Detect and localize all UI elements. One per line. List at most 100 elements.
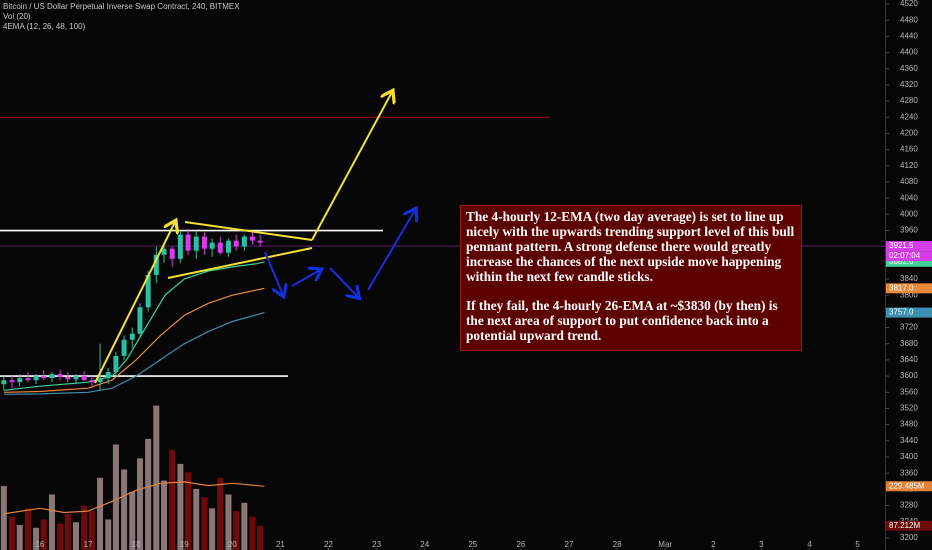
candle-body	[241, 236, 247, 247]
volume-bar	[0, 486, 7, 550]
volume-bar	[257, 525, 264, 550]
candle-body	[129, 333, 135, 340]
volume-bar	[169, 450, 176, 550]
x-tick-label: 22	[324, 540, 333, 549]
candle-body	[89, 380, 95, 383]
candle-body	[201, 236, 207, 249]
candle-body	[81, 376, 87, 381]
y-tick-label: 3360	[900, 468, 918, 477]
volume-bar	[129, 491, 136, 550]
volume-bar	[97, 477, 104, 550]
volume-bar	[177, 463, 184, 550]
volume-bar	[112, 444, 119, 550]
y-tick-label: 3400	[900, 452, 918, 461]
x-tick-label: 26	[516, 540, 525, 549]
y-tick-label: 4280	[900, 96, 918, 105]
blue-arrow	[329, 267, 358, 297]
y-tick-label: 4400	[900, 48, 918, 57]
price-tag-label: 3757.0	[889, 308, 914, 317]
candle-body	[73, 376, 79, 380]
price-tag	[886, 283, 932, 294]
volume-bar	[136, 458, 143, 550]
y-tick-label: 4480	[900, 15, 918, 24]
volume-bar	[201, 497, 208, 550]
y-tick-label: 3560	[900, 387, 918, 396]
volume-ma	[3, 481, 265, 515]
annotation-box: The 4-hourly 12-EMA (two day average) is…	[460, 205, 802, 351]
candle-body	[97, 378, 103, 383]
volume-bar	[185, 472, 192, 550]
candle-body	[169, 248, 175, 259]
volume-bar	[241, 502, 248, 550]
candle-body	[185, 234, 191, 251]
volume-tag-label: 87.212M	[889, 521, 920, 530]
volume-tag	[886, 481, 932, 492]
y-tick-label: 4040	[900, 193, 918, 202]
y-tick-label: 4520	[900, 0, 918, 8]
yellow-arrow	[94, 222, 175, 384]
indicator-label: Vol (20)	[3, 12, 31, 21]
x-tick-label: 5	[855, 540, 860, 549]
countdown-label: 02:07:04	[889, 251, 921, 260]
volume-bar	[64, 513, 71, 550]
yellow-arrow	[311, 92, 392, 241]
candle-body	[217, 242, 223, 253]
indicator-label: 4EMA (12, 26, 48, 100)	[3, 22, 86, 31]
x-tick-label: Mar	[658, 540, 672, 549]
x-tick-label: 17	[84, 540, 93, 549]
x-tick-label: 28	[613, 540, 622, 549]
x-tick-label: 21	[276, 540, 285, 549]
price-tag	[886, 307, 932, 318]
volume-bar	[88, 511, 95, 550]
ema-line	[3, 312, 265, 395]
candle-body	[41, 376, 47, 379]
volume-bar	[225, 494, 232, 550]
volume-bar	[105, 519, 112, 550]
volume-bar	[249, 516, 256, 550]
volume-bar	[209, 508, 216, 550]
candle-body	[105, 372, 111, 379]
drawings	[94, 92, 415, 384]
price-tag-label: 3882.6	[889, 257, 914, 266]
x-tick-label: 19	[180, 540, 189, 549]
volume-bar	[40, 519, 47, 550]
y-tick-label: 4360	[900, 64, 918, 73]
y-tick-label: 3840	[900, 274, 918, 283]
y-tick-label: 4200	[900, 129, 918, 138]
y-tick-label: 4160	[900, 145, 918, 154]
price-tag	[886, 241, 932, 252]
ema-line	[3, 287, 265, 393]
candle-body	[17, 378, 23, 383]
y-tick-label: 3440	[900, 436, 918, 445]
volume-tag-label: 229.485M	[889, 481, 925, 490]
candle-body	[161, 248, 167, 255]
price-tag	[886, 256, 932, 267]
volume-bar	[16, 525, 23, 550]
volume-bar	[33, 527, 40, 550]
y-tick-label: 3720	[900, 323, 918, 332]
y-tick-label: 4440	[900, 32, 918, 41]
candle-body	[57, 374, 63, 377]
candle-body	[65, 376, 71, 380]
y-tick-label: 4080	[900, 177, 918, 186]
candle-body	[137, 307, 143, 334]
candle-body	[49, 374, 55, 379]
x-tick-label: 24	[420, 540, 429, 549]
y-tick-label: 3280	[900, 501, 918, 510]
y-tick-label: 3520	[900, 404, 918, 413]
pennant-upper	[184, 221, 313, 241]
y-tick-label: 3480	[900, 420, 918, 429]
volume-bar	[153, 405, 160, 550]
y-tick-label: 4000	[900, 209, 918, 218]
y-tick-label: 3640	[900, 355, 918, 364]
x-tick-label: 20	[228, 540, 237, 549]
candle-body	[153, 254, 159, 275]
x-tick-label: 4	[807, 540, 812, 549]
y-tick-label: 4240	[900, 112, 918, 121]
volume-bar	[72, 522, 79, 550]
legend: Bitcoin / US Dollar Perpetual Inverse Sw…	[3, 2, 240, 32]
candle-body	[121, 339, 127, 356]
x-tick-label: 25	[468, 540, 477, 549]
price-tag-label: 3921.5	[889, 241, 914, 250]
